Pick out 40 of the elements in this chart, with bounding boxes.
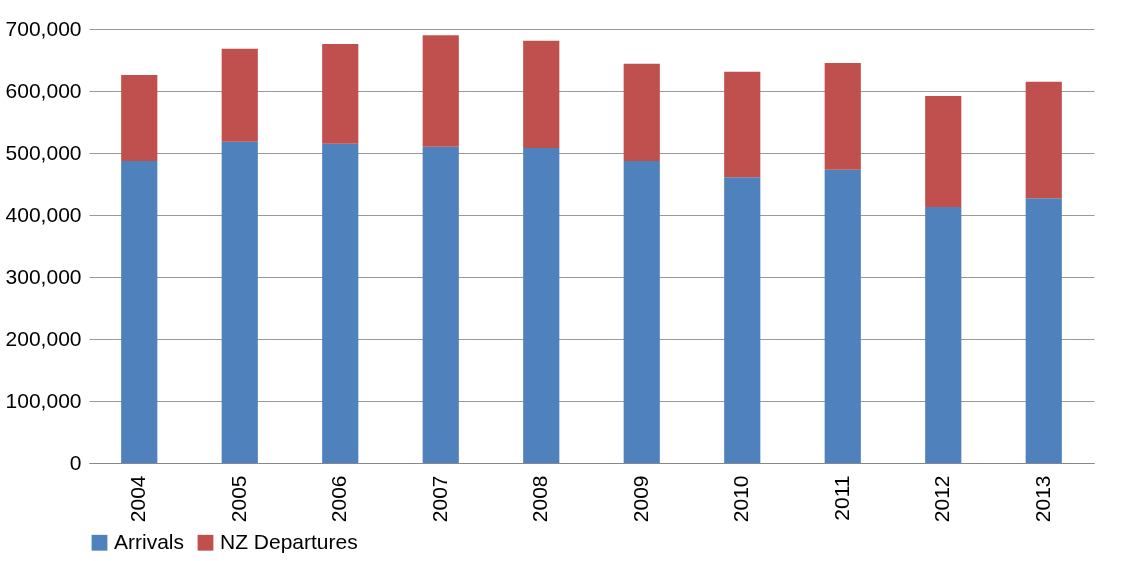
legend-label: NZ Departures bbox=[220, 529, 358, 553]
bar bbox=[824, 63, 861, 170]
y-tick-label: 400,000 bbox=[5, 202, 82, 226]
bar bbox=[1025, 81, 1062, 199]
x-tick-label: 2012 bbox=[930, 475, 954, 523]
y-tick-label: 100,000 bbox=[5, 388, 82, 412]
y-tick-label: 0 bbox=[69, 450, 82, 474]
x-tick-label: 2006 bbox=[327, 475, 351, 523]
bar bbox=[824, 169, 861, 463]
bar bbox=[623, 161, 660, 463]
bar bbox=[925, 95, 962, 207]
bar bbox=[121, 161, 158, 463]
y-tick-label: 300,000 bbox=[5, 264, 82, 288]
x-tick-label: 2005 bbox=[226, 475, 250, 523]
bar bbox=[221, 48, 258, 142]
x-tick-label: 2004 bbox=[126, 475, 150, 523]
bar bbox=[422, 35, 459, 147]
bar bbox=[925, 206, 962, 463]
x-tick-label: 2008 bbox=[528, 475, 552, 523]
bar bbox=[422, 146, 459, 463]
y-tick-label: 700,000 bbox=[5, 16, 82, 40]
bar bbox=[322, 43, 359, 144]
x-tick-label: 2010 bbox=[729, 475, 753, 523]
y-tick-label: 600,000 bbox=[5, 78, 82, 102]
bar bbox=[623, 63, 660, 162]
y-tick-label: 200,000 bbox=[5, 326, 82, 350]
bar bbox=[322, 143, 359, 463]
bar bbox=[523, 40, 560, 149]
x-tick-label: 2013 bbox=[1030, 475, 1054, 523]
y-tick-label: 500,000 bbox=[5, 140, 82, 164]
x-tick-label: 2007 bbox=[427, 475, 451, 523]
bar bbox=[221, 141, 258, 463]
bar bbox=[523, 148, 560, 463]
bar bbox=[1025, 198, 1062, 463]
legend-label: Arrivals bbox=[114, 529, 185, 553]
x-tick-label: 2009 bbox=[628, 475, 652, 523]
bar bbox=[724, 177, 761, 463]
bar bbox=[121, 74, 158, 162]
bar bbox=[724, 71, 761, 178]
x-tick-label: 2011 bbox=[829, 475, 853, 521]
